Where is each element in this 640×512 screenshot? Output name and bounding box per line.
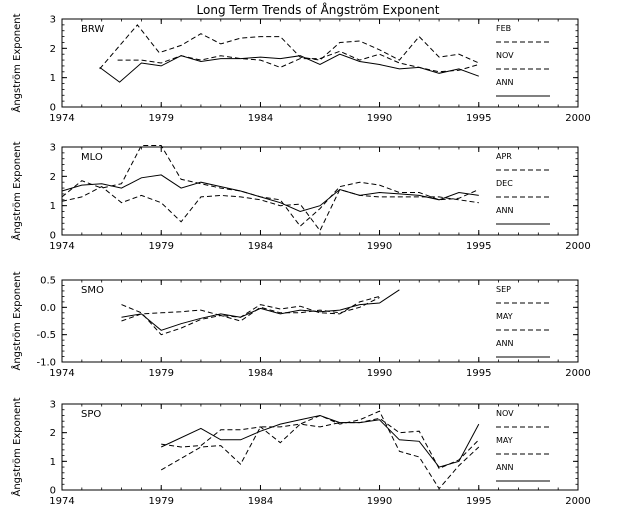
x-tick-label: 1995 — [466, 496, 491, 507]
x-tick-label: 1974 — [49, 368, 74, 379]
legend-label: MAY — [496, 312, 513, 321]
legend-label: FEB — [496, 24, 511, 33]
station-label: BRW — [81, 24, 104, 35]
x-tick-label: 1984 — [248, 368, 273, 379]
series-line-sep — [121, 297, 380, 336]
x-tick-label: 1995 — [466, 368, 491, 379]
series-line-ann — [99, 53, 479, 83]
legend-label: MAY — [496, 436, 513, 445]
y-tick-label: 1 — [50, 457, 56, 468]
y-tick-label: 1 — [50, 201, 56, 212]
legend-label: DEC — [496, 179, 513, 188]
x-tick-label: 1979 — [149, 496, 174, 507]
legend-label: APR — [496, 152, 512, 161]
panel-mlo: 1974 1979 1984 1990 1995 2000 0 1 2 3 Ångström Exp… — [10, 141, 591, 252]
y-tick-label: 2 — [50, 44, 56, 55]
x-tick-label: 1995 — [466, 241, 491, 252]
series-line-may — [121, 295, 380, 322]
legend-label: ANN — [496, 78, 513, 87]
y-tick-label: 2 — [50, 428, 56, 439]
series-line-ann — [160, 414, 480, 468]
x-tick-label: 2000 — [565, 368, 590, 379]
series-line-may — [160, 410, 480, 490]
station-label: MLO — [81, 152, 103, 163]
x-tick-label: 1974 — [49, 113, 74, 124]
y-tick-label: 3 — [50, 400, 56, 411]
figure-title: Long Term Trends of Ångström Exponent — [197, 2, 440, 17]
y-tick-label: 3 — [50, 143, 56, 154]
x-tick-label: 2000 — [565, 113, 590, 124]
panels-container: 1974 1979 1984 1990 1995 2000 0 1 2 3 Ångström Exp… — [10, 13, 591, 507]
x-tick-label: 1974 — [49, 241, 74, 252]
x-tick-label: 1990 — [367, 368, 392, 379]
legend-label: ANN — [496, 206, 513, 215]
y-tick-label: 1 — [50, 73, 56, 84]
x-tick-label: 1990 — [367, 496, 392, 507]
series-line-dec — [61, 186, 479, 232]
x-tick-label: 1984 — [248, 241, 273, 252]
station-label: SMO — [81, 285, 104, 296]
series-line-ann — [121, 289, 400, 331]
x-tick-label: 1979 — [149, 368, 174, 379]
x-tick-label: 1990 — [367, 113, 392, 124]
y-tick-label: 2 — [50, 172, 56, 183]
legend-label: SEP — [496, 285, 511, 294]
panel-smo: 1974 1979 1984 1990 1995 2000 -1.0 -0.5 0.0 0.5 Ån… — [10, 271, 591, 379]
y-tick-label: 0 — [50, 486, 56, 497]
legend-label: ANN — [496, 463, 513, 472]
series-line-ann — [61, 174, 479, 213]
legend-label: ANN — [496, 339, 513, 348]
panel-spo: 1974 1979 1984 1990 1995 2000 0 1 2 3 Ångström Exp… — [10, 397, 591, 507]
station-label: SPO — [81, 409, 101, 420]
y-tick-label: 0 — [50, 231, 56, 242]
x-tick-label: 1995 — [466, 113, 491, 124]
legend-label: NOV — [496, 51, 514, 60]
series-line-apr — [61, 145, 480, 227]
y-axis-label: Ångström Exponent — [10, 13, 23, 112]
series-line-nov — [161, 417, 480, 470]
legend-label: NOV — [496, 409, 514, 418]
x-tick-label: 2000 — [565, 496, 590, 507]
y-tick-label: -0.5 — [36, 330, 56, 341]
y-tick-label: 3 — [50, 15, 56, 26]
x-tick-label: 1974 — [49, 496, 74, 507]
panel-brw: 1974 1979 1984 1990 1995 2000 0 1 2 3 Ångström Exp… — [10, 13, 591, 124]
y-tick-label: -1.0 — [36, 358, 56, 369]
series-line-feb — [99, 24, 480, 70]
x-tick-label: 1979 — [149, 113, 174, 124]
x-tick-label: 1979 — [149, 241, 174, 252]
x-tick-label: 1984 — [248, 113, 273, 124]
y-axis-label: Ångström Exponent — [10, 271, 23, 370]
y-axis-label: Ångström Exponent — [10, 397, 23, 496]
x-tick-label: 1990 — [367, 241, 392, 252]
y-tick-label: 0 — [50, 103, 56, 114]
y-axis-label: Ångström Exponent — [10, 141, 23, 240]
x-tick-label: 1984 — [248, 496, 273, 507]
x-tick-label: 2000 — [565, 241, 590, 252]
y-tick-label: 0.5 — [40, 276, 56, 287]
y-tick-label: 0.0 — [40, 303, 56, 314]
